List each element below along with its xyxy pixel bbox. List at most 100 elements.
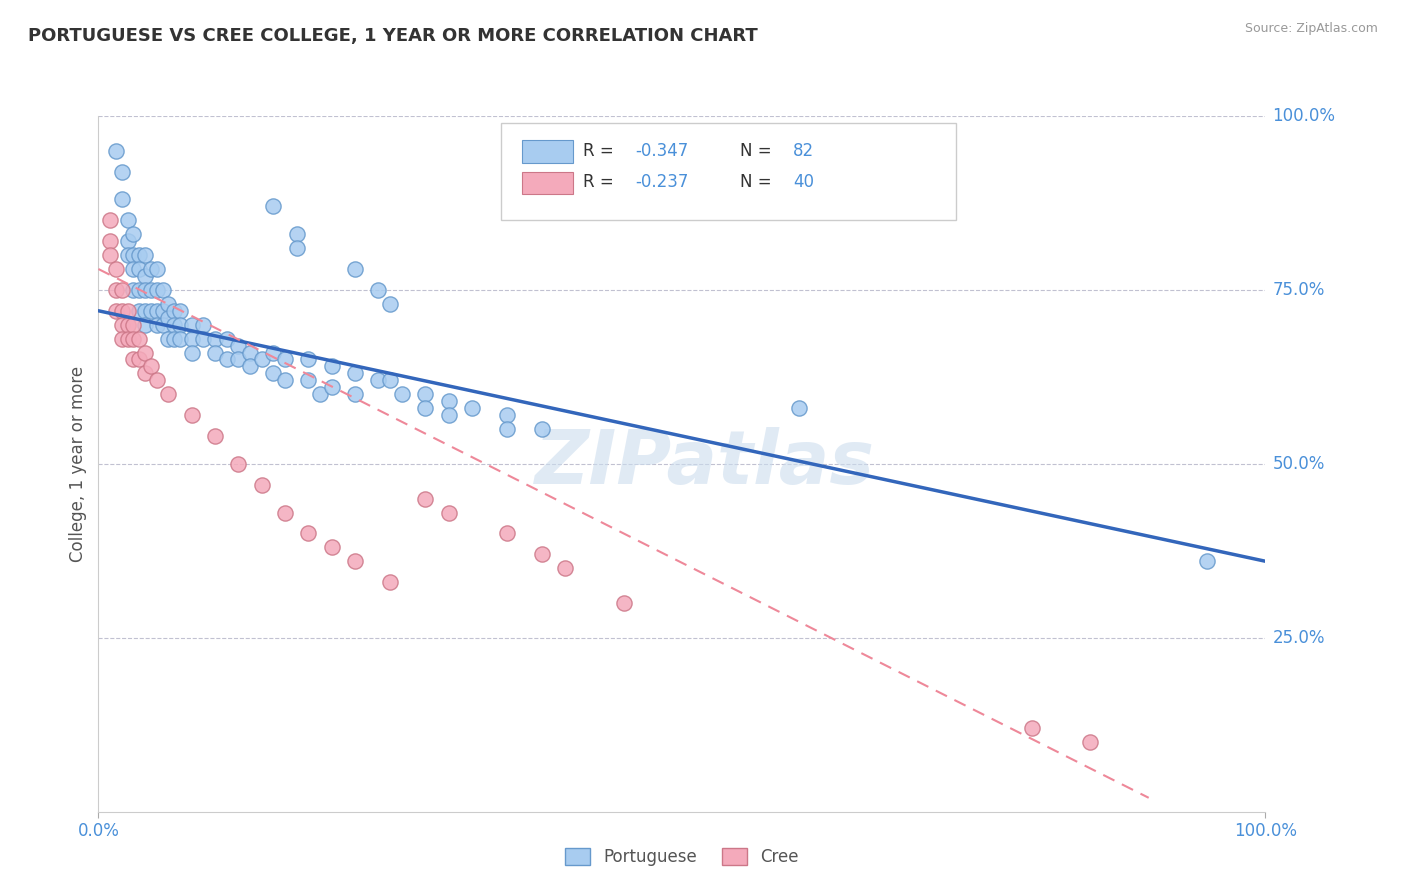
Point (128, 303, 150, 318)
Point (146, 262, 169, 277)
Point (378, 575, 402, 590)
Point (787, 401, 810, 416)
Point (146, 373, 169, 387)
Point (250, 477, 273, 491)
Point (274, 352, 297, 367)
Point (134, 268, 156, 283)
Point (228, 338, 250, 352)
Point (122, 248, 145, 262)
Point (309, 387, 332, 401)
Point (378, 373, 402, 387)
Point (146, 283, 169, 297)
Point (321, 541, 343, 555)
Point (344, 262, 367, 277)
Point (180, 408, 202, 422)
Point (139, 359, 162, 374)
Point (612, 596, 634, 610)
Point (146, 318, 169, 332)
Point (98, 213, 121, 227)
Point (461, 401, 484, 416)
Point (437, 408, 460, 422)
Point (530, 547, 553, 561)
Point (344, 554, 367, 568)
Point (104, 283, 127, 297)
Point (180, 318, 202, 332)
Point (250, 352, 273, 367)
Point (134, 248, 156, 262)
Point (134, 283, 156, 297)
Text: 40: 40 (793, 173, 814, 191)
Point (274, 506, 297, 520)
Text: 25.0%: 25.0% (1272, 629, 1324, 647)
Point (163, 332, 186, 346)
Point (122, 352, 145, 367)
Point (104, 303, 127, 318)
Point (530, 422, 553, 436)
Point (111, 193, 134, 207)
Point (228, 352, 250, 367)
Point (111, 164, 134, 178)
Point (128, 332, 150, 346)
Point (297, 352, 319, 367)
Point (134, 318, 156, 332)
Point (111, 303, 134, 318)
Point (344, 387, 367, 401)
Point (367, 283, 389, 297)
Point (204, 429, 226, 443)
Point (122, 227, 145, 242)
Point (1021, 721, 1043, 735)
Legend: Portuguese, Cree: Portuguese, Cree (558, 841, 806, 873)
Point (152, 318, 174, 332)
Point (104, 144, 127, 158)
Point (134, 367, 156, 381)
Point (117, 318, 139, 332)
Point (104, 262, 127, 277)
Point (157, 332, 180, 346)
Point (117, 213, 139, 227)
Point (117, 234, 139, 248)
Point (117, 248, 139, 262)
Point (163, 318, 186, 332)
Point (228, 457, 250, 471)
Y-axis label: College, 1 year or more: College, 1 year or more (69, 366, 87, 562)
Point (239, 359, 262, 374)
Point (262, 367, 284, 381)
Point (262, 199, 284, 213)
Text: N =: N = (741, 173, 778, 191)
Point (139, 283, 162, 297)
Point (495, 408, 517, 422)
FancyBboxPatch shape (522, 171, 574, 194)
Point (297, 373, 319, 387)
Text: N =: N = (741, 142, 778, 160)
Point (122, 283, 145, 297)
Point (128, 262, 150, 277)
Text: 82: 82 (793, 142, 814, 160)
Point (180, 345, 202, 359)
Point (193, 332, 215, 346)
Point (285, 241, 308, 255)
Point (413, 401, 436, 416)
Point (413, 387, 436, 401)
Point (169, 318, 191, 332)
FancyBboxPatch shape (522, 140, 574, 162)
Point (117, 332, 139, 346)
Point (495, 526, 517, 541)
Point (122, 318, 145, 332)
Point (152, 283, 174, 297)
Point (157, 387, 180, 401)
Point (111, 332, 134, 346)
Point (122, 262, 145, 277)
Point (111, 283, 134, 297)
Text: Source: ZipAtlas.com: Source: ZipAtlas.com (1244, 22, 1378, 36)
Point (262, 345, 284, 359)
Point (378, 297, 402, 311)
Point (554, 561, 576, 575)
Point (413, 491, 436, 506)
Point (215, 332, 238, 346)
Text: -0.347: -0.347 (636, 142, 689, 160)
Point (128, 352, 150, 367)
Point (169, 303, 191, 318)
Point (157, 297, 180, 311)
Text: -0.237: -0.237 (636, 173, 689, 191)
Point (239, 345, 262, 359)
